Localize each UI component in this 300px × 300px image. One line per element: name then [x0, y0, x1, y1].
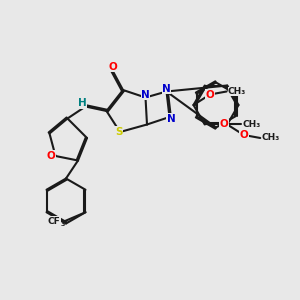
Text: O: O — [108, 62, 117, 72]
Text: O: O — [220, 119, 229, 130]
Text: N: N — [141, 89, 150, 100]
Text: CH₃: CH₃ — [242, 120, 260, 129]
Text: 3: 3 — [60, 222, 64, 227]
Text: CH₃: CH₃ — [262, 134, 280, 142]
Text: CH₃: CH₃ — [228, 87, 246, 96]
Text: O: O — [46, 151, 56, 161]
Text: H: H — [77, 98, 86, 109]
Text: O: O — [239, 130, 248, 140]
Text: S: S — [115, 127, 122, 137]
Text: N: N — [162, 83, 171, 94]
Text: O: O — [206, 89, 214, 100]
Text: N: N — [167, 113, 176, 124]
Text: CF: CF — [48, 217, 60, 226]
